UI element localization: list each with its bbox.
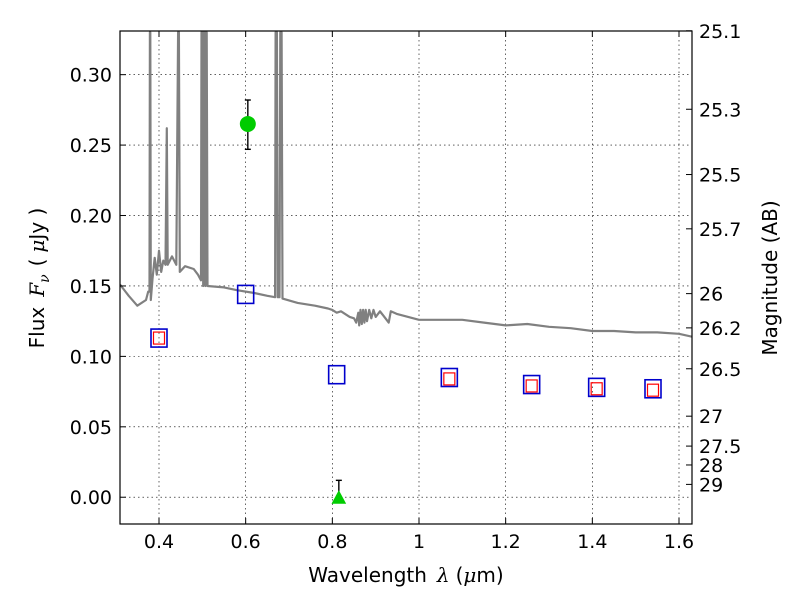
magnitude-tick-label: 29 <box>699 474 723 496</box>
y-tick-label: 0.25 <box>70 135 112 157</box>
observed-photometry-marker <box>443 372 456 386</box>
data-layer <box>120 31 692 504</box>
magnitude-tick-label: 26.2 <box>699 318 741 340</box>
x-axis-unit-rest: m) <box>476 563 503 587</box>
magnitude-tick-label: 25.5 <box>699 165 741 187</box>
model-photometry-marker <box>236 284 255 305</box>
model-photometry-marker <box>327 364 346 385</box>
y-tick-label: 0.15 <box>70 276 112 298</box>
magnitude-tick-label: 26.5 <box>699 359 741 381</box>
x-axis-symbol: λ <box>436 563 450 587</box>
magnitude-tick-label: 26 <box>699 284 723 306</box>
model-photometry-marker <box>522 374 541 395</box>
x-axis-label: Wavelength λ (μm) <box>308 563 503 587</box>
upper-limit-marker <box>331 490 347 504</box>
model-photometry-marker <box>587 377 606 398</box>
model-photometry-marker <box>150 328 168 348</box>
observed-photometry-marker <box>590 382 603 396</box>
x-tick-label: 1.4 <box>577 531 607 553</box>
model-spectrum-line <box>120 31 692 338</box>
x-axis-label-prefix: Wavelength <box>308 563 427 587</box>
y-axis-subscript: ν <box>37 274 53 283</box>
y-tick-label: 0.10 <box>70 346 112 368</box>
x-tick-label: 0.6 <box>231 531 261 553</box>
y-axis-unit-rest: Jy ) <box>25 208 49 242</box>
x-tick-label: 1.2 <box>491 531 521 553</box>
ticks: 0.4 0.6 0.8 1 1.2 1.4 1.6 0.00 0.05 0.10 0.15 0.20 0… <box>70 21 742 553</box>
observed-photometry-marker <box>525 379 538 393</box>
y-axis-symbol: F <box>25 282 49 298</box>
magnitude-tick-label: 27.5 <box>699 436 741 458</box>
y-tick-label: 0.20 <box>70 206 112 228</box>
magnitude-tick-label: 25.1 <box>699 21 741 43</box>
observed-photometry-marker <box>646 383 660 397</box>
magnitude-tick-label: 28 <box>699 455 723 477</box>
observed-photometry-marker <box>152 331 166 345</box>
magnitude-tick-label: 27 <box>699 406 723 428</box>
y2-axis-label: Magnitude (AB) <box>758 200 782 355</box>
y-axis-unit-open: ( <box>25 259 49 267</box>
x-tick-label: 0.4 <box>144 531 174 553</box>
model-photometry-marker <box>440 367 459 388</box>
model-photometry-marker <box>644 378 662 399</box>
y-axis-label-prefix: Flux <box>25 307 49 349</box>
magnitude-tick-label: 25.3 <box>699 99 741 121</box>
y-tick-label: 0.05 <box>70 417 112 439</box>
y-axis-label: Flux Fν ( μJy ) <box>25 208 53 349</box>
y-axis-unit-mu: μ <box>25 240 49 253</box>
y-tick-label: 0.00 <box>70 487 112 509</box>
magnitude-tick-label: 25.7 <box>699 219 741 241</box>
x-tick-label: 1 <box>413 531 425 553</box>
y-tick-label: 0.30 <box>70 65 112 87</box>
x-tick-label: 0.8 <box>317 531 347 553</box>
x-tick-label: 1.6 <box>664 531 694 553</box>
x-axis-unit-mu: μ <box>463 563 476 587</box>
x-axis-unit-open: ( <box>456 563 464 587</box>
detection-marker <box>239 115 256 132</box>
plot-frame <box>119 30 693 525</box>
